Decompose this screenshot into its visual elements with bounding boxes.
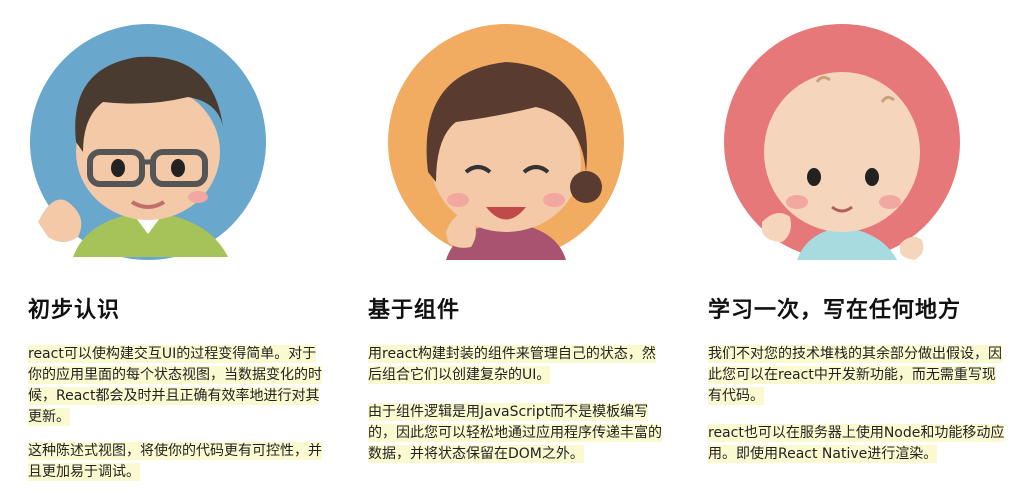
feature-paragraph: 用react构建封装的组件来管理自己的状态，然后组合它们以创建复杂的UI。 — [368, 345, 656, 384]
feature-paragraph: 我们不对您的技术堆栈的其余部分做出假设，因此您可以在react中开发新功能，而无… — [708, 345, 1002, 405]
feature-title: 基于组件 — [368, 298, 461, 323]
feature-paragraph: react也可以在服务器上使用Node和功能移动应用。即使用React Nati… — [708, 424, 1005, 463]
feature-paragraph: 这种陈述式视图，将使你的代码更有可控性，并且更加易于调试。 — [28, 442, 322, 481]
feature-title: 初步认识 — [28, 298, 121, 323]
feature-paragraph: react可以使构建交互UI的过程变得简单。对于你的应用里面的每个状态视图，当数… — [28, 345, 322, 426]
grandpa-avatar-icon — [30, 24, 266, 260]
baby-avatar-icon — [724, 24, 960, 260]
feature-paragraph: 由于组件逻辑是用JavaScript而不是模板编写的，因此您可以轻松地通过应用程… — [368, 403, 662, 463]
feature-title: 学习一次，写在任何地方 — [708, 298, 962, 323]
grandma-avatar-icon — [388, 24, 624, 260]
